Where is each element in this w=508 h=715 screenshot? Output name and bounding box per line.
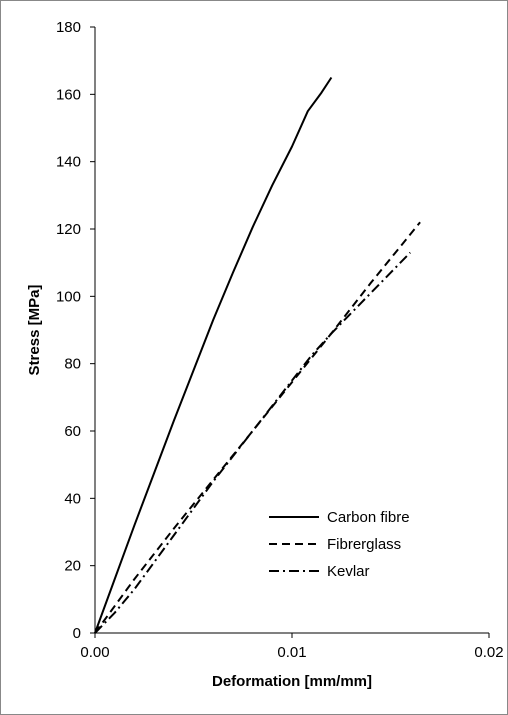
y-tick-label: 180 [56, 19, 81, 36]
y-tick-label: 120 [56, 221, 81, 238]
y-tick-label: 160 [56, 86, 81, 103]
y-tick-label: 140 [56, 154, 81, 171]
y-tick-label: 60 [64, 423, 81, 440]
series-line-kevlar [94, 251, 411, 634]
y-tick-label: 20 [64, 558, 81, 575]
x-tick-label: 0.00 [80, 644, 109, 661]
y-tick-label: 80 [64, 356, 81, 373]
legend-label: Kevlar [327, 563, 370, 580]
x-tick-label: 0.01 [277, 644, 306, 661]
series-line-fibrerglass [94, 221, 421, 634]
x-axis-title: Deformation [mm/mm] [212, 673, 372, 690]
y-tick-label: 0 [73, 625, 81, 642]
legend-label: Carbon fibre [327, 509, 410, 526]
y-axis-title: Stress [MPa] [26, 285, 43, 376]
legend-label: Fibrerglass [327, 536, 401, 553]
series-line-carbon-fibre [94, 76, 333, 634]
x-tick-label: 0.02 [474, 644, 503, 661]
y-tick-label: 100 [56, 288, 81, 305]
y-tick-label: 40 [64, 490, 81, 507]
